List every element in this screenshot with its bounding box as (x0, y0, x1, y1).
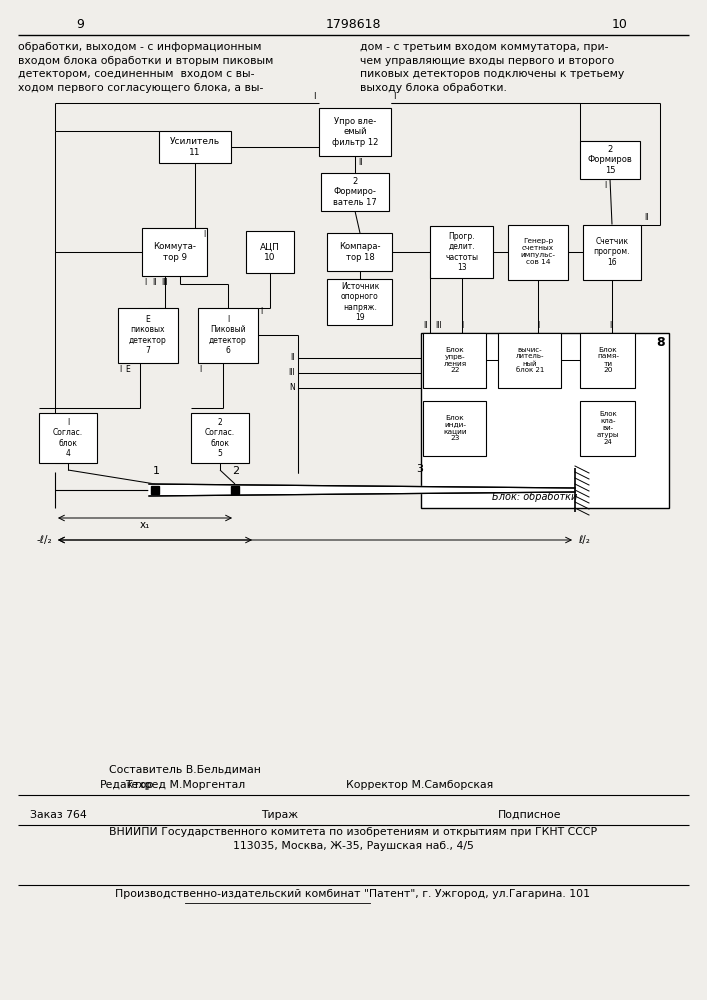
Text: 10: 10 (612, 18, 628, 31)
Text: 2
Формиро-
ватель 17: 2 Формиро- ватель 17 (333, 177, 377, 207)
Text: II: II (291, 353, 295, 362)
Text: 3: 3 (416, 464, 423, 474)
Bar (498, 332, 561, 387)
Text: II: II (423, 320, 428, 330)
Text: 113035, Москва, Ж-35, Раушская наб., 4/5: 113035, Москва, Ж-35, Раушская наб., 4/5 (233, 841, 474, 851)
Text: III: III (288, 368, 295, 377)
Text: ВНИИПИ Государственного комитета по изобретениям и открытиям при ГКНТ СССР: ВНИИПИ Государственного комитета по изоб… (109, 827, 597, 837)
Text: Упро вле-
емый
фильтр 12: Упро вле- емый фильтр 12 (332, 117, 378, 147)
Text: I: I (604, 181, 607, 190)
Text: I: I (204, 230, 206, 239)
Text: I: I (260, 306, 262, 316)
Text: I: I (119, 364, 121, 373)
Bar (580, 400, 636, 456)
Bar (246, 231, 294, 273)
Text: Блок
кла-
ви-
атуры
24: Блок кла- ви- атуры 24 (597, 411, 619, 445)
Text: ℓ/₂: ℓ/₂ (578, 535, 590, 545)
Text: Техред М.Моргентал: Техред М.Моргентал (125, 780, 245, 790)
Bar (231, 486, 239, 494)
Text: N: N (289, 383, 295, 392)
Text: III: III (435, 320, 442, 330)
Text: Блок
инди-
кации
23: Блок инди- кации 23 (443, 414, 467, 442)
Text: 2
Соглас.
блок
5: 2 Соглас. блок 5 (205, 418, 235, 458)
Text: 2
Формиров
15: 2 Формиров 15 (588, 145, 632, 175)
Text: дом - с третьим входом коммутатора, при-
чем управляющие входы первого и второго: дом - с третьим входом коммутатора, при-… (360, 42, 624, 93)
Text: Производственно-издательский комбинат "Патент", г. Ужгород, ул.Гагарина. 101: Производственно-издательский комбинат "П… (115, 889, 590, 899)
Text: АЦП
10: АЦП 10 (260, 242, 280, 262)
Bar (583, 225, 641, 279)
Bar (143, 228, 207, 276)
Text: E
пиковых
детектор
7: E пиковых детектор 7 (129, 315, 167, 355)
Bar (508, 225, 568, 279)
Text: -ℓ/₂: -ℓ/₂ (36, 535, 52, 545)
Bar (319, 108, 391, 156)
Text: Редактор: Редактор (100, 780, 154, 790)
Bar (580, 332, 636, 387)
Text: I: I (199, 364, 201, 373)
Polygon shape (149, 484, 575, 496)
Text: I: I (144, 278, 146, 287)
Bar (118, 308, 178, 362)
Bar (159, 131, 231, 163)
Text: Тираж: Тираж (262, 810, 298, 820)
Text: Коммута-
тор 9: Коммута- тор 9 (153, 242, 197, 262)
Text: I: I (313, 92, 316, 101)
Bar (580, 141, 640, 179)
Bar (421, 332, 669, 508)
Bar (423, 400, 486, 456)
Text: 1798618: 1798618 (325, 18, 381, 31)
Text: I: I (461, 320, 463, 330)
Text: Блок
упрв-
ления
22: Блок упрв- ления 22 (443, 347, 467, 373)
Text: 1: 1 (153, 466, 160, 476)
Text: 8: 8 (657, 336, 665, 349)
Text: I: I (393, 92, 395, 101)
Bar (191, 413, 249, 463)
Text: E: E (126, 364, 130, 373)
Text: Блок
памя-
ти
20: Блок памя- ти 20 (597, 347, 619, 373)
Text: вычис-
литель-
ный
блок 21: вычис- литель- ный блок 21 (515, 347, 544, 373)
Bar (327, 279, 392, 325)
Bar (327, 233, 392, 271)
Text: I
Пиковый
детектор
6: I Пиковый детектор 6 (209, 315, 247, 355)
Text: x₁: x₁ (140, 520, 150, 530)
Text: I: I (537, 320, 539, 330)
Bar (431, 226, 493, 278)
Text: II: II (152, 278, 157, 287)
Text: III: III (161, 278, 168, 287)
Text: II: II (358, 158, 363, 167)
Text: I
Соглас.
блок
4: I Соглас. блок 4 (53, 418, 83, 458)
Text: Источник
опорного
напряж.
19: Источник опорного напряж. 19 (341, 282, 379, 322)
Text: Генер-р
счетных
импульс-
сов 14: Генер-р счетных импульс- сов 14 (520, 238, 556, 265)
Text: Счетчик
прогром.
16: Счетчик прогром. 16 (594, 237, 630, 267)
Text: 9: 9 (76, 18, 84, 31)
Text: Усилитель
11: Усилитель 11 (170, 137, 220, 157)
Text: Блок: обработки: Блок: обработки (492, 492, 578, 502)
Text: обработки, выходом - с информационным
входом блока обработки и вторым пиковым
де: обработки, выходом - с информационным вх… (18, 42, 274, 93)
Bar (321, 173, 389, 211)
Text: Составитель В.Бельдиман: Составитель В.Бельдиман (109, 765, 261, 775)
Bar (198, 308, 258, 362)
Text: Корректор М.Самборская: Корректор М.Самборская (346, 780, 493, 790)
Text: Компара-
тор 18: Компара- тор 18 (339, 242, 381, 262)
Text: 2: 2 (233, 466, 240, 476)
Text: II: II (609, 320, 614, 330)
Text: II: II (644, 214, 648, 223)
Text: Прогр.
делит.
частоты
13: Прогр. делит. частоты 13 (445, 232, 479, 272)
Bar (423, 332, 486, 387)
Bar (39, 413, 97, 463)
Text: Подписное: Подписное (498, 810, 562, 820)
Text: Заказ 764: Заказ 764 (30, 810, 87, 820)
Bar (151, 486, 159, 494)
